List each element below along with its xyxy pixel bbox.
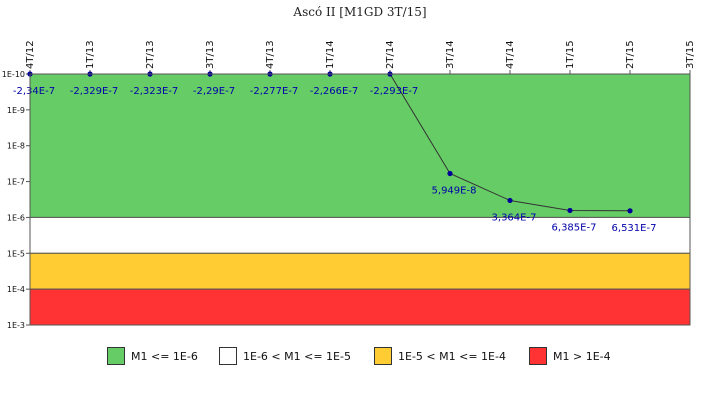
legend-swatch-white <box>219 347 237 365</box>
data-point-9 <box>567 207 573 214</box>
band-3 <box>29 288 691 326</box>
x-tick-label-8: 4T/14 <box>505 40 516 69</box>
x-tick-label-2: 2T/13 <box>145 40 156 69</box>
y-tick-label-3: 1E-7 <box>7 178 25 187</box>
legend-label-white: 1E-6 < M1 <= 1E-5 <box>243 349 351 363</box>
data-point-7 <box>447 170 453 177</box>
x-tick-label-4: 4T/13 <box>265 40 276 69</box>
x-tick-label-9: 1T/15 <box>565 40 576 69</box>
x-tick-label-5: 1T/14 <box>325 40 336 69</box>
x-axis: 4T/12 1T/13 2T/13 3T/13 4T/13 1T/14 2T/14 3T/14… <box>25 40 696 74</box>
band-0 <box>29 73 691 218</box>
data-label-5: -2,266E-7 <box>310 86 359 97</box>
data-label-2: -2,323E-7 <box>130 86 179 97</box>
data-label-3: -2,29E-7 <box>193 86 235 97</box>
risk-bands <box>29 73 691 326</box>
x-tick-label-3: 3T/13 <box>205 40 216 69</box>
band-2 <box>29 252 691 290</box>
data-label-0: -2,34E-7 <box>13 86 55 97</box>
x-tick-label-11: 3T/15 <box>685 40 696 69</box>
data-label-1: -2,329E-7 <box>70 86 119 97</box>
legend-item-yellow: 1E-5 < M1 <= 1E-4 <box>374 345 506 367</box>
plot-frame <box>29 73 691 326</box>
data-point-10 <box>627 208 633 214</box>
data-label-7: 5,949E-8 <box>432 185 477 196</box>
legend-swatch-red <box>529 347 547 365</box>
chart-title: Ascó II [M1GD 3T/15] <box>292 5 426 19</box>
x-tick-label-7: 3T/14 <box>445 40 456 69</box>
y-tick-label-6: 1E-4 <box>7 285 25 294</box>
data-point-8 <box>507 197 513 204</box>
y-tick-label-7: 1E-3 <box>7 321 25 330</box>
legend-swatch-green <box>107 347 125 365</box>
legend-label-yellow: 1E-5 < M1 <= 1E-4 <box>398 349 506 363</box>
data-label-9: 6,385E-7 <box>552 222 597 233</box>
data-label-6: -2,293E-7 <box>370 86 419 97</box>
y-tick-label-5: 1E-5 <box>7 249 25 258</box>
data-label-10: 6,531E-7 <box>612 223 657 234</box>
x-tick-label-1: 1T/13 <box>85 40 96 69</box>
data-points <box>27 71 633 214</box>
data-label-8: 3,364E-7 <box>492 212 537 223</box>
data-label-4: -2,277E-7 <box>250 86 299 97</box>
x-tick-label-0: 4T/12 <box>25 40 36 69</box>
legend-item-red: M1 > 1E-4 <box>529 345 611 367</box>
legend-item-green: M1 <= 1E-6 <box>107 345 198 367</box>
y-tick-label-2: 1E-8 <box>7 142 25 151</box>
y-axis: 1E-10 1E-9 1E-8 1E-7 1E-6 1E-5 1E-4 1E-3 <box>2 70 30 330</box>
legend-swatch-yellow <box>374 347 392 365</box>
band-1 <box>29 216 691 254</box>
legend-label-red: M1 > 1E-4 <box>553 349 611 363</box>
legend-label-green: M1 <= 1E-6 <box>131 349 198 363</box>
x-tick-label-10: 2T/15 <box>625 40 636 69</box>
data-labels: -2,34E-7 -2,329E-7 -2,323E-7 -2,29E-7 -2,277… <box>13 86 657 234</box>
legend: M1 <= 1E-6 1E-6 < M1 <= 1E-5 1E-5 < M1 <… <box>0 345 720 367</box>
y-tick-label-4: 1E-6 <box>7 213 25 222</box>
y-tick-label-0: 1E-10 <box>2 70 25 79</box>
legend-item-white: 1E-6 < M1 <= 1E-5 <box>219 345 351 367</box>
x-tick-label-6: 2T/14 <box>385 40 396 69</box>
y-tick-label-1: 1E-9 <box>7 106 25 115</box>
